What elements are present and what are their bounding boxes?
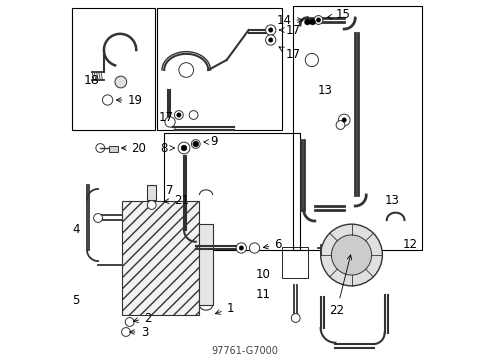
Circle shape [269,38,273,42]
Circle shape [192,140,200,148]
Circle shape [96,144,105,152]
Text: 19: 19 [117,94,143,107]
Text: 4: 4 [72,224,80,237]
Text: 97761-G7000: 97761-G7000 [212,346,278,356]
Text: 6: 6 [263,239,282,252]
Text: 20: 20 [122,141,146,154]
Circle shape [179,63,194,77]
Bar [147,185,156,200]
Text: 2: 2 [133,311,152,324]
Circle shape [239,246,244,250]
Circle shape [269,28,273,32]
Circle shape [249,243,260,253]
Bar [164,133,300,250]
Text: 13: 13 [318,84,333,96]
Bar [199,224,213,305]
Circle shape [147,201,156,210]
Circle shape [305,53,318,67]
Circle shape [94,213,102,222]
Text: 22: 22 [329,255,352,316]
Text: 15: 15 [327,9,350,22]
Bar [109,146,118,152]
Circle shape [342,118,346,122]
Circle shape [189,111,198,120]
Circle shape [115,76,127,88]
Text: 9: 9 [204,135,218,148]
Circle shape [314,15,323,24]
Text: 17: 17 [279,23,300,36]
Text: 18: 18 [83,73,99,86]
Circle shape [125,318,134,327]
Text: 3: 3 [130,325,148,338]
Text: 17: 17 [159,112,174,125]
Circle shape [178,142,190,154]
Text: 13: 13 [385,194,399,207]
Circle shape [291,314,300,323]
Text: 1: 1 [216,301,234,315]
Circle shape [165,117,175,127]
Bar [282,247,308,278]
Circle shape [304,19,310,25]
Text: 8: 8 [161,141,174,154]
Circle shape [181,145,187,151]
Circle shape [102,95,113,105]
Text: 12: 12 [403,239,418,252]
Text: 10: 10 [256,269,270,282]
Circle shape [122,328,130,336]
Text: 21: 21 [164,194,189,207]
Circle shape [310,19,316,25]
Bar [293,6,422,250]
Circle shape [177,113,181,117]
Circle shape [331,235,371,275]
Text: 14: 14 [276,13,302,27]
Text: 5: 5 [73,293,80,306]
Circle shape [236,243,246,253]
Text: 11: 11 [256,288,270,301]
Bar [122,201,199,315]
Circle shape [316,18,320,22]
Circle shape [266,35,276,45]
Bar [73,8,155,130]
Bar [157,8,282,130]
Text: 7: 7 [166,184,174,197]
Circle shape [266,25,276,35]
Circle shape [338,114,350,126]
Text: 17: 17 [279,47,300,62]
Circle shape [193,141,199,147]
Circle shape [320,224,382,286]
Circle shape [336,121,345,129]
Circle shape [174,111,183,120]
